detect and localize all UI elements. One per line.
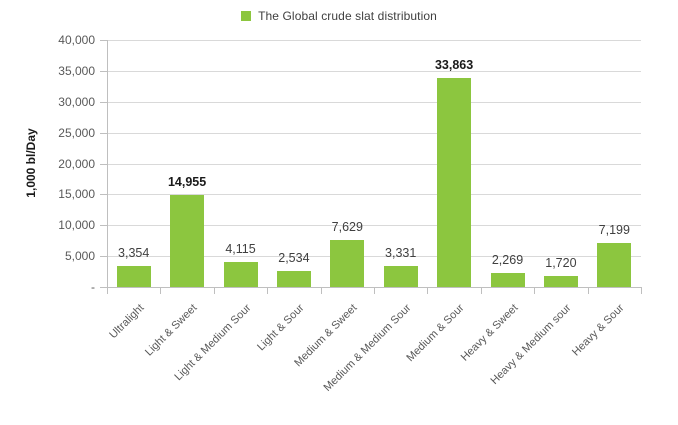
y-axis-tick-label: 40,000 [58, 33, 95, 47]
gridline [107, 132, 641, 134]
y-axis-tick-label: - [91, 280, 95, 294]
x-axis-tick [107, 287, 108, 294]
gridline [107, 225, 641, 227]
bar-value-label: 2,269 [491, 252, 524, 267]
bar-value-label: 33,863 [434, 57, 474, 72]
bar-value-label: 4,115 [225, 241, 256, 256]
legend-swatch-icon [241, 11, 252, 21]
x-axis-tick [213, 287, 215, 294]
y-axis-tick [100, 287, 107, 288]
y-axis-tick [100, 40, 107, 41]
bar [330, 239, 365, 287]
bar [170, 194, 205, 287]
y-axis-tick-label: 35,000 [58, 63, 95, 78]
y-axis-tick-label: 30,000 [58, 94, 95, 109]
y-axis-tick [100, 225, 107, 227]
bar-value-label: 7,629 [331, 219, 363, 234]
chart-legend: The Global crude slat distribution [0, 6, 678, 26]
bar [116, 266, 151, 287]
x-axis-tick [587, 287, 589, 294]
bar-value-label: 2,534 [278, 251, 310, 266]
x-axis-tick [320, 287, 322, 294]
bar [437, 77, 472, 287]
x-axis-tick [160, 287, 162, 294]
y-axis-tick [100, 101, 107, 103]
x-axis-category-label: Ultralight [107, 302, 147, 342]
bar-value-label: 3,331 [385, 246, 417, 261]
bar [490, 272, 525, 287]
legend-series-label: The Global crude slat distribution [258, 9, 437, 23]
y-axis-tick [100, 256, 107, 258]
x-axis-tick [480, 287, 482, 294]
x-axis-tick [374, 287, 375, 294]
y-axis-line [107, 40, 108, 294]
y-axis-tick-label: 25,000 [58, 125, 95, 140]
bar [597, 242, 632, 287]
y-axis-tick-label: 20,000 [58, 156, 95, 171]
bar-value-label: 14,955 [167, 174, 207, 189]
bar [223, 261, 258, 287]
bar [543, 276, 578, 287]
y-axis-tick [100, 163, 107, 165]
gridline [107, 70, 641, 72]
x-axis-tick [267, 287, 269, 294]
bar [383, 266, 418, 287]
y-axis-tick-label: 15,000 [58, 187, 95, 202]
y-axis-tick-label: 10,000 [58, 218, 95, 233]
gridline [107, 40, 641, 41]
gridline [107, 194, 641, 196]
bar [276, 271, 311, 287]
y-axis-tick [100, 132, 107, 134]
gridline [107, 163, 641, 165]
y-axis-tick [100, 70, 107, 72]
bar-value-label: 1,720 [545, 256, 577, 271]
gridline [107, 256, 641, 258]
y-axis-tick-label: 5,000 [64, 249, 95, 264]
x-axis-tick [534, 287, 536, 294]
gridline [107, 101, 641, 103]
y-axis-tick [100, 194, 107, 196]
bar-value-label: 3,354 [118, 246, 150, 261]
x-axis-tick [427, 287, 429, 294]
x-axis-tick [641, 287, 642, 294]
bar-value-label: 7,199 [598, 222, 630, 237]
